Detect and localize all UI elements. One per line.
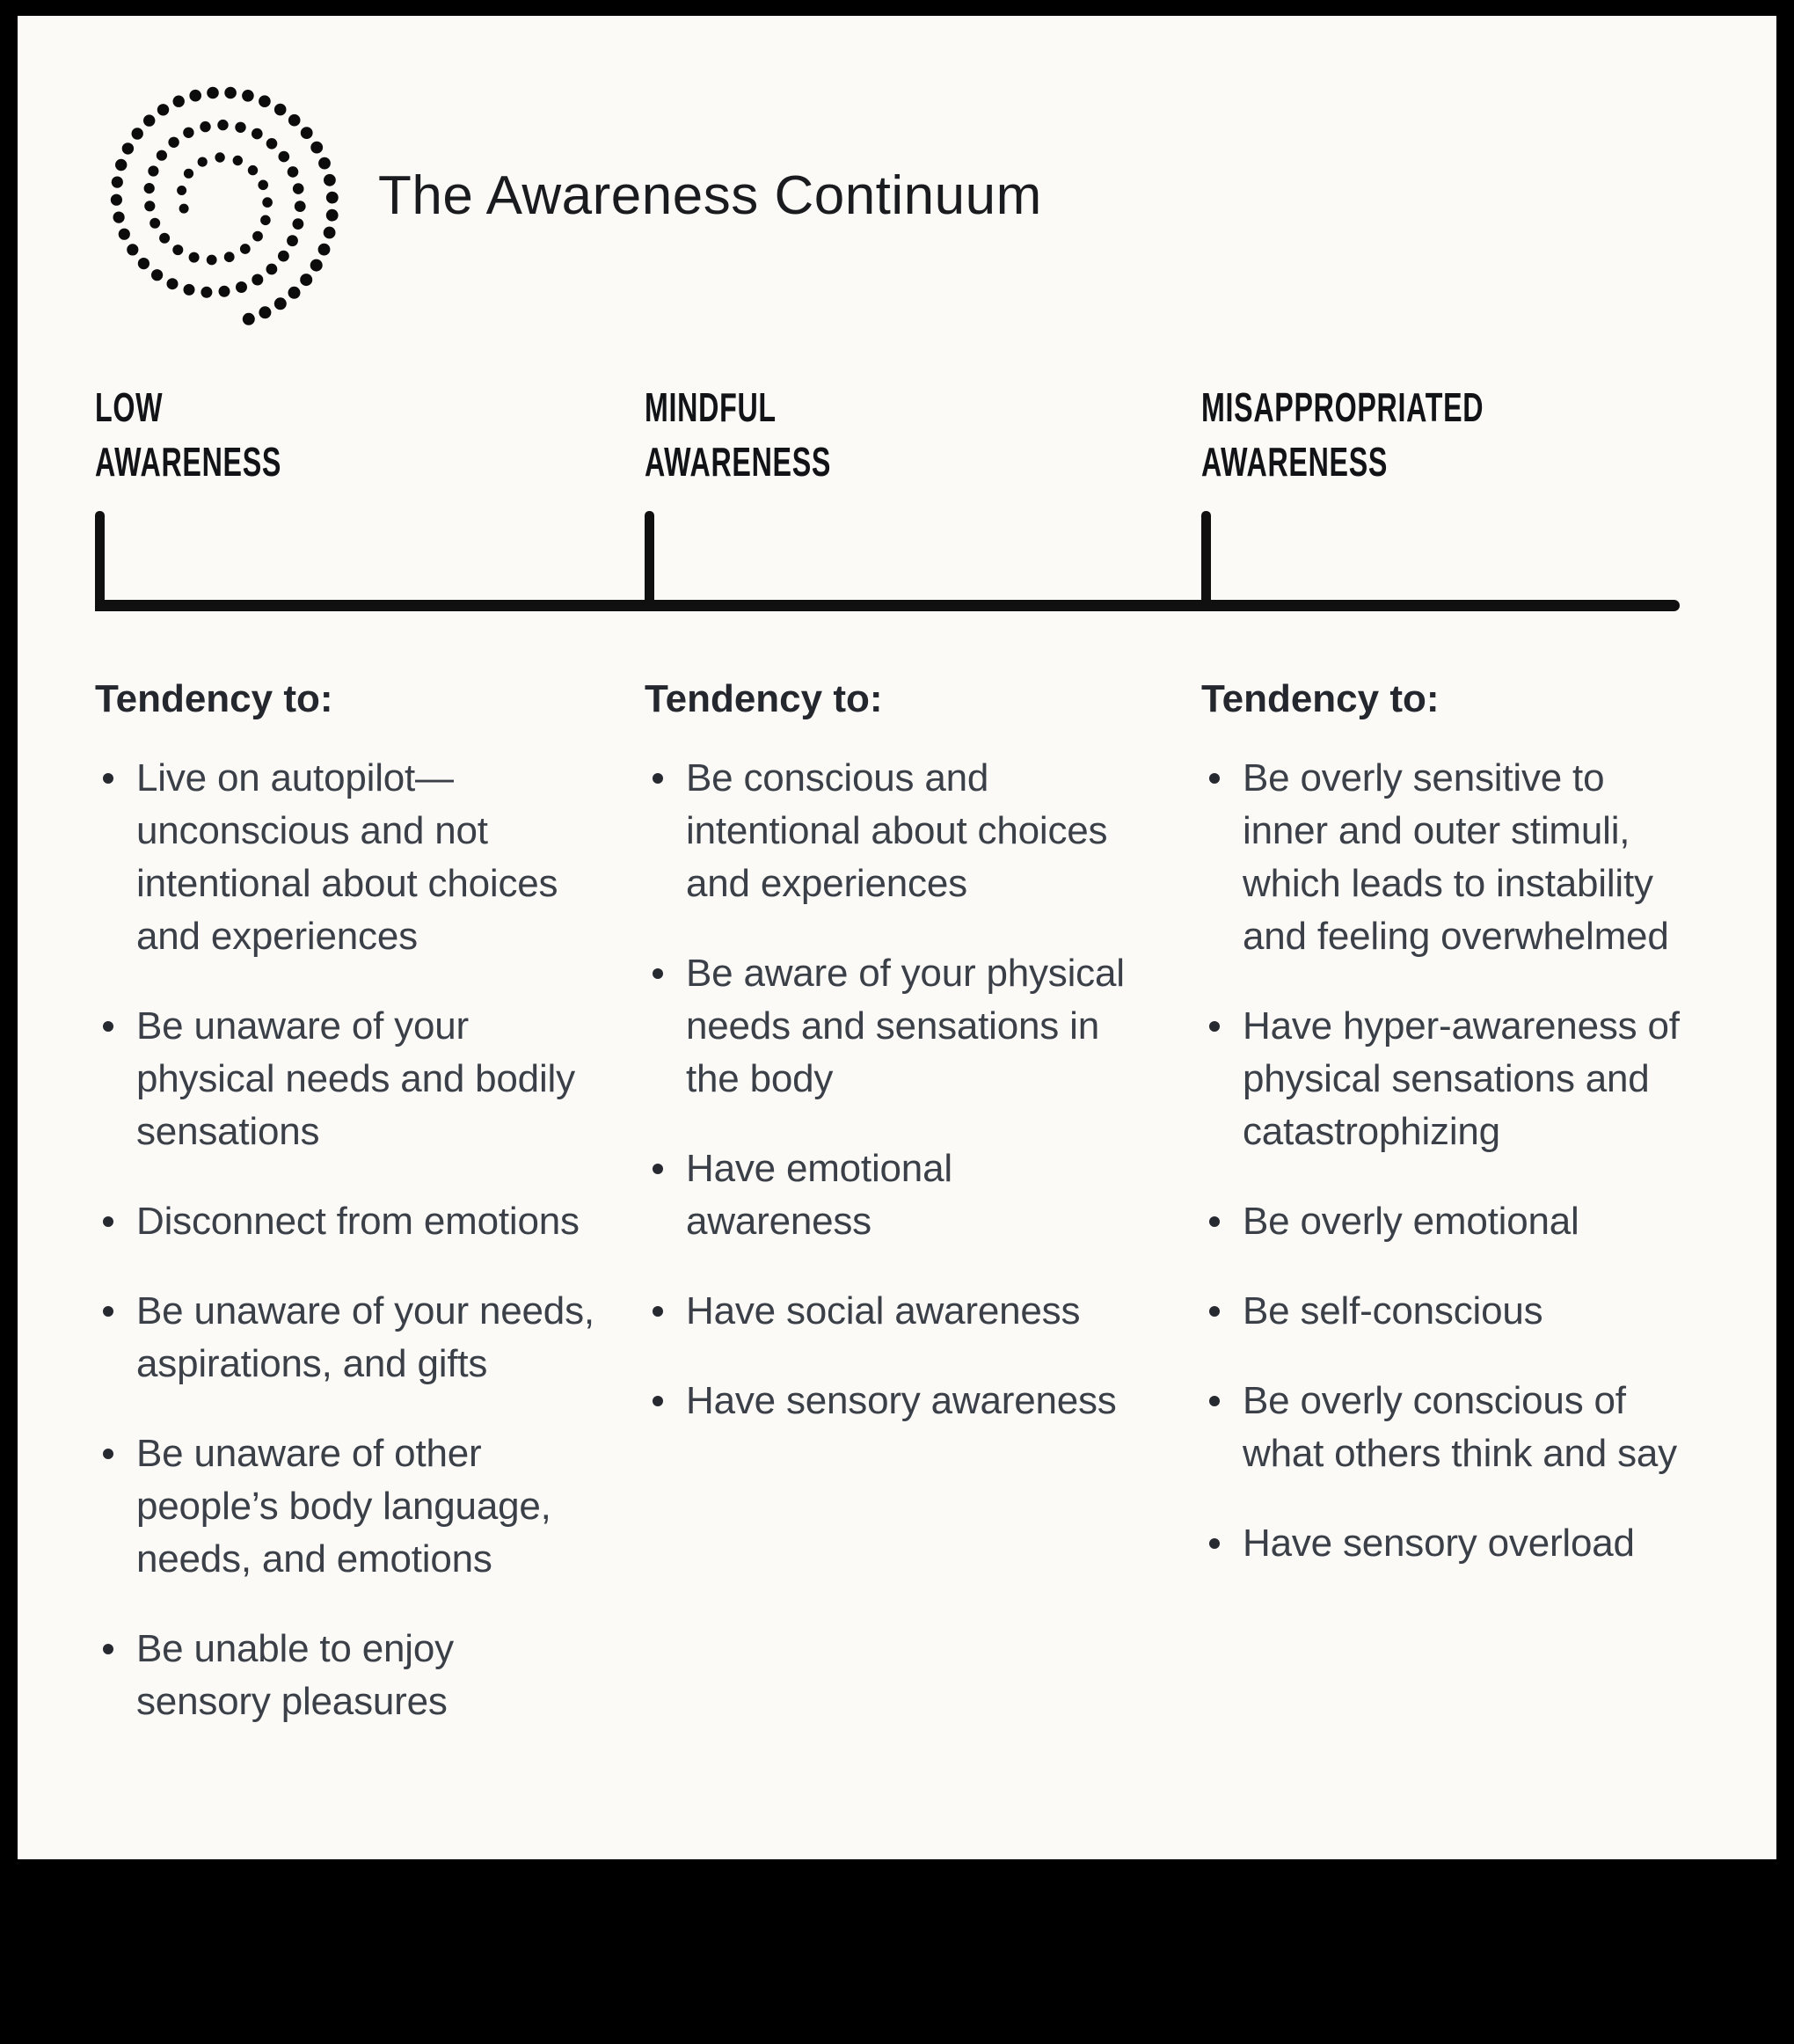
list-item: Be overly emotional [1201, 1195, 1691, 1248]
list-item: Be unaware of your physical needs and bo… [95, 1000, 596, 1158]
spiral-logo-icon [84, 69, 348, 332]
continuum-axis-line [95, 600, 1680, 611]
column-header-line: LOW [95, 384, 164, 430]
axis-tick [1201, 511, 1211, 610]
list-item: Be unaware of other people’s body langua… [95, 1427, 596, 1586]
list-item: Have hyper-awareness of physical sensati… [1201, 1000, 1691, 1158]
column-header-misappropriated-awareness: MISAPPROPRIATED AWARENESS [1201, 380, 1605, 489]
column-mindful-awareness: Tendency to: Be conscious and intentiona… [645, 675, 1146, 1464]
list-item: Be unable to enjoy sensory pleasures [95, 1623, 596, 1728]
tendency-heading: Tendency to: [645, 677, 883, 720]
list-item: Live on autopilot—unconscious and not in… [95, 752, 596, 963]
column-header-line: AWARENESS [95, 439, 282, 485]
list-item: Disconnect from emotions [95, 1195, 596, 1248]
column-header-mindful-awareness: MINDFUL AWARENESS [645, 380, 911, 489]
tendency-list: Be conscious and intentional about choic… [645, 752, 1146, 1427]
column-header-line: AWARENESS [1201, 439, 1389, 485]
list-item: Be overly conscious of what others think… [1201, 1375, 1691, 1480]
list-item: Have sensory awareness [645, 1375, 1146, 1427]
column-header-low-awareness: LOW AWARENESS [95, 380, 361, 489]
list-item: Be self-conscious [1201, 1285, 1691, 1338]
axis-tick [95, 511, 105, 610]
list-item: Be conscious and intentional about choic… [645, 752, 1146, 910]
column-header-line: AWARENESS [645, 439, 832, 485]
content-panel: The Awareness Continuum LOW AWARENESS MI… [18, 16, 1776, 1859]
tendency-heading: Tendency to: [1201, 677, 1440, 720]
tendency-list: Live on autopilot—unconscious and not in… [95, 752, 596, 1728]
axis-tick [645, 511, 654, 610]
list-item: Be unaware of your needs, aspirations, a… [95, 1285, 596, 1391]
tendency-list: Be overly sensitive to inner and outer s… [1201, 752, 1691, 1570]
list-item: Have emotional awareness [645, 1142, 1146, 1248]
list-item: Be overly sensitive to inner and outer s… [1201, 752, 1691, 963]
tendency-heading: Tendency to: [95, 677, 333, 720]
column-header-line: MINDFUL [645, 384, 777, 430]
column-header-line: MISAPPROPRIATED [1201, 384, 1484, 430]
column-low-awareness: Tendency to: Live on autopilot—unconscio… [95, 675, 596, 1765]
list-item: Be aware of your physical needs and sens… [645, 947, 1146, 1106]
list-item: Have sensory overload [1201, 1517, 1691, 1570]
page-title: The Awareness Continuum [378, 165, 1042, 226]
list-item: Have social awareness [645, 1285, 1146, 1338]
column-misappropriated-awareness: Tendency to: Be overly sensitive to inne… [1201, 675, 1691, 1607]
